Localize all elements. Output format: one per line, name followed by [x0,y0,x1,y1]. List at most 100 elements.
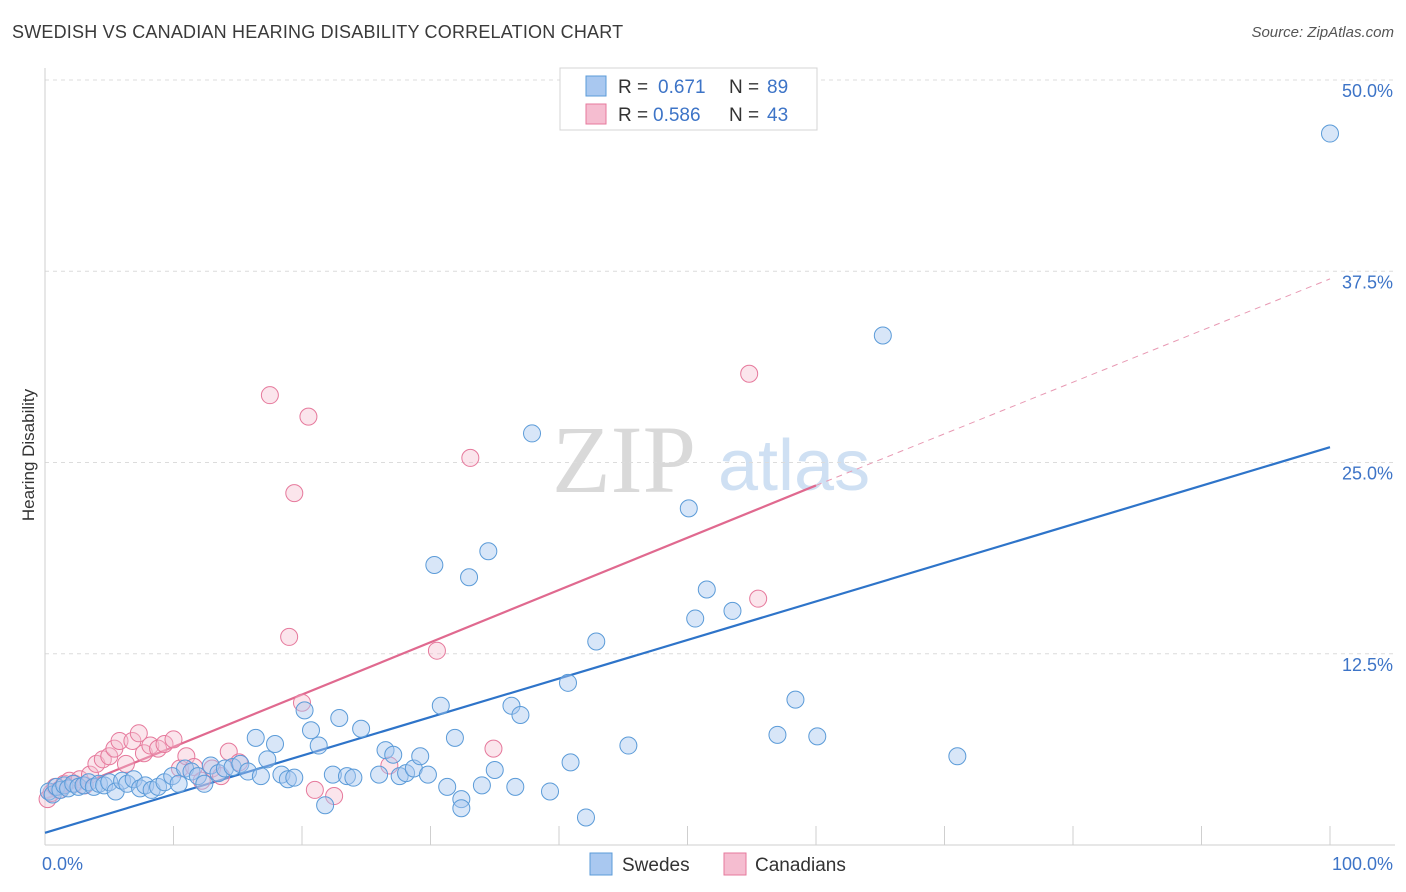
point-canadians-39 [427,641,446,660]
point-canadians-22 [164,730,183,749]
x-tick-label-1: 100.0% [1332,854,1393,874]
y-tick-labels: 12.5% 25.0% 37.5% 50.0% [1342,81,1393,675]
point-swedes-43 [301,721,320,740]
point-swedes-61 [438,777,457,796]
point-swedes-78 [619,736,638,755]
grid-lines [45,79,1395,655]
source-label: Source: ZipAtlas.com [1251,24,1394,41]
bottom-legend-swatch-swedes [589,852,613,876]
legend-swatch-canadians [585,103,607,125]
point-swedes-15 [113,771,132,790]
trend-line-canadians [44,484,817,801]
point-swedes-74 [558,673,577,692]
point-swedes-86 [873,326,892,345]
axes [44,68,1395,846]
point-swedes-72 [523,424,542,443]
point-canadians-36 [305,780,324,799]
legend-n-label-canadians: N = [729,105,759,126]
point-swedes-53 [384,745,403,764]
point-swedes-12 [95,776,114,795]
point-canadians-40 [461,448,480,467]
point-swedes-73 [541,782,560,801]
y-tick-label-0: 12.5% [1342,655,1393,675]
point-swedes-66 [472,776,491,795]
watermark-zip: ZIP [552,406,696,513]
point-canadians-43 [749,589,768,608]
point-swedes-47 [330,709,349,728]
point-swedes-35 [246,728,265,747]
trend-line-canadians-extension [815,278,1331,486]
point-canadians-9 [80,765,99,784]
point-swedes-38 [266,735,285,754]
point-canadians-15 [116,754,135,773]
legend-r-label-swedes: R = [618,77,648,98]
x-tick-labels: 0.0% 100.0% [42,854,1393,874]
point-swedes-59 [425,556,444,575]
point-swedes-48 [337,767,356,786]
chart-title: SWEDISH VS CANADIAN HEARING DISABILITY C… [12,22,624,42]
y-tick-label-3: 50.0% [1342,81,1393,101]
legend-r-value-swedes: 0.671 [658,77,706,98]
point-swedes-36 [251,767,270,786]
point-swedes-77 [587,632,606,651]
point-swedes-69 [502,696,521,715]
point-swedes-85 [808,727,827,746]
bottom-legend-label-swedes: Swedes [622,855,690,876]
y-axis-title: Hearing Disability [19,388,38,521]
point-swedes-60 [431,696,450,715]
point-swedes-45 [316,796,335,815]
point-swedes-29 [201,756,220,775]
point-swedes-83 [768,725,787,744]
point-swedes-68 [485,761,504,780]
point-swedes-64 [452,799,471,818]
x-tick-label-0: 0.0% [42,854,83,874]
point-swedes-79 [679,499,698,518]
bottom-legend-swatch-canadians [723,852,747,876]
point-canadians-18 [134,744,153,763]
point-swedes-63 [452,790,471,809]
point-swedes-65 [460,568,479,587]
point-canadians-31 [260,386,279,405]
legend-n-value-canadians: 43 [767,105,788,126]
point-swedes-51 [370,765,389,784]
point-swedes-44 [309,736,328,755]
point-swedes-87 [948,747,967,766]
point-swedes-28 [195,774,214,793]
point-swedes-37 [258,750,277,769]
point-swedes-26 [182,762,201,781]
point-canadians-14 [110,731,129,750]
point-canadians-27 [203,759,222,778]
point-swedes-58 [418,765,437,784]
point-swedes-62 [445,728,464,747]
point-swedes-75 [561,753,580,772]
point-canadians-42 [740,364,759,383]
point-canadians-33 [285,484,304,503]
legend-swatch-swedes [585,75,607,97]
point-swedes-57 [411,747,430,766]
point-canadians-32 [280,627,299,646]
point-swedes-71 [511,705,530,724]
point-canadians-17 [129,724,148,743]
point-canadians-20 [149,739,168,758]
point-canadians-21 [155,735,174,754]
point-swedes-19 [136,776,155,795]
point-swedes-81 [697,580,716,599]
point-swedes-49 [344,768,363,787]
point-swedes-88 [1321,124,1339,143]
trend-line-swedes [44,446,1331,834]
point-canadians-16 [123,731,142,750]
trend-lines [44,278,1331,834]
point-swedes-41 [285,768,304,787]
bottom-legend: Swedes Canadians [589,852,846,876]
point-swedes-80 [686,609,705,628]
legend-r-value-canadians: 0.586 [653,105,701,126]
point-swedes-21 [149,777,168,796]
point-swedes-67 [479,542,498,561]
y-tick-label-1: 25.0% [1342,464,1393,484]
point-swedes-18 [131,779,150,798]
point-swedes-40 [278,770,297,789]
point-canadians-37 [325,787,344,806]
point-swedes-24 [169,774,188,793]
point-swedes-84 [786,690,805,709]
